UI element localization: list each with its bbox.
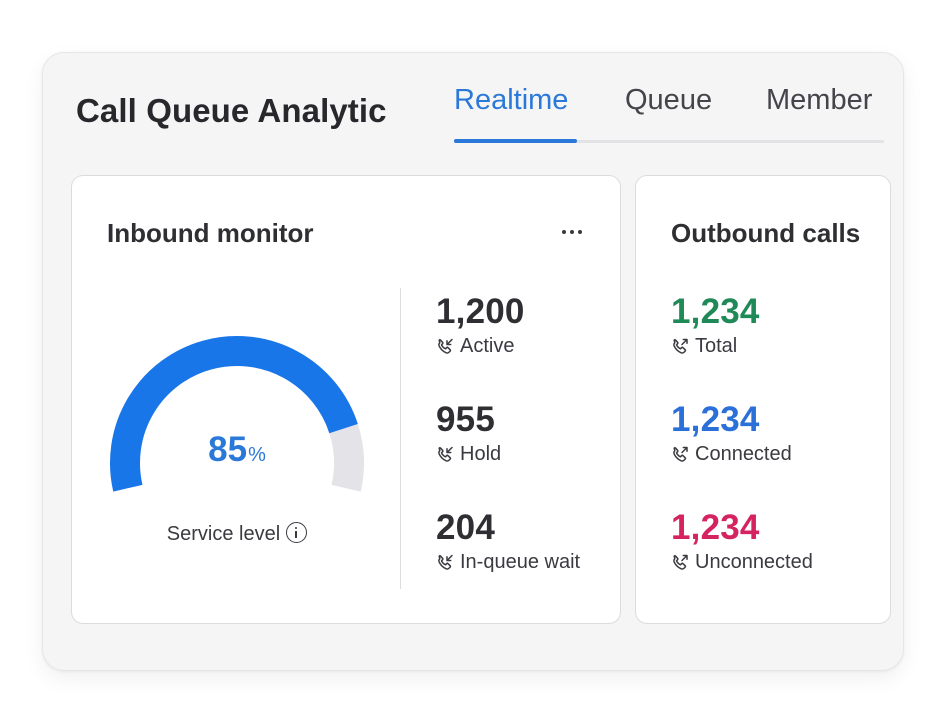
gauge-track bbox=[329, 423, 364, 492]
phone-outgoing-icon bbox=[671, 338, 689, 356]
active-tab-indicator bbox=[454, 139, 577, 143]
metric-total: 1,234 Total bbox=[671, 294, 760, 358]
phone-incoming-icon bbox=[436, 446, 454, 464]
metric-unconnected-label: Unconnected bbox=[695, 551, 813, 573]
metric-active: 1,200 Active bbox=[436, 294, 525, 358]
service-level-value: 85% bbox=[102, 430, 372, 470]
metric-connected-label: Connected bbox=[695, 443, 792, 465]
service-level-gauge: 85% bbox=[102, 321, 372, 501]
phone-outgoing-icon bbox=[671, 554, 689, 572]
metric-active-label: Active bbox=[460, 335, 515, 357]
tab-bar: Realtime Queue Member bbox=[454, 53, 884, 145]
phone-incoming-icon bbox=[436, 554, 454, 572]
phone-outgoing-icon bbox=[671, 446, 689, 464]
metric-hold: 955 Hold bbox=[436, 402, 501, 466]
tab-member[interactable]: Member bbox=[766, 84, 873, 116]
outbound-calls-card: Outbound calls 1,234 Total 1,234 Connect… bbox=[635, 175, 891, 624]
tab-realtime[interactable]: Realtime bbox=[454, 84, 569, 116]
service-level-unit: % bbox=[248, 444, 266, 466]
divider bbox=[400, 288, 401, 589]
metric-unconnected-value: 1,234 bbox=[671, 508, 760, 547]
outbound-card-title: Outbound calls bbox=[671, 218, 861, 248]
tab-track bbox=[454, 140, 884, 143]
metric-unconnected: 1,234 Unconnected bbox=[671, 510, 813, 574]
metric-in-queue-wait: 204 In-queue wait bbox=[436, 510, 580, 574]
page-title: Call Queue Analytic bbox=[76, 92, 387, 129]
inbound-card-title: Inbound monitor bbox=[107, 218, 314, 248]
metric-hold-label: Hold bbox=[460, 443, 502, 465]
info-icon[interactable] bbox=[286, 522, 308, 543]
metric-hold-value: 955 bbox=[436, 400, 495, 439]
gauge-fill bbox=[110, 336, 358, 492]
service-level-label-row: Service level bbox=[72, 522, 402, 546]
metric-in-queue-wait-value: 204 bbox=[436, 508, 495, 547]
metric-total-value: 1,234 bbox=[671, 292, 760, 331]
metric-connected: 1,234 Connected bbox=[671, 402, 792, 466]
metric-total-label: Total bbox=[695, 335, 738, 357]
call-queue-panel: Call Queue Analytic Realtime Queue Membe… bbox=[42, 52, 904, 671]
phone-incoming-icon bbox=[436, 338, 454, 356]
metric-connected-value: 1,234 bbox=[671, 400, 760, 439]
inbound-monitor-card: Inbound monitor 85% Service level 1,200 … bbox=[71, 175, 621, 624]
metric-in-queue-wait-label: In-queue wait bbox=[460, 551, 581, 573]
service-level-label: Service level bbox=[166, 523, 281, 545]
service-level-number: 85 bbox=[208, 430, 248, 469]
more-options-icon[interactable] bbox=[556, 220, 588, 244]
tab-queue[interactable]: Queue bbox=[625, 84, 713, 116]
metric-active-value: 1,200 bbox=[436, 292, 525, 331]
